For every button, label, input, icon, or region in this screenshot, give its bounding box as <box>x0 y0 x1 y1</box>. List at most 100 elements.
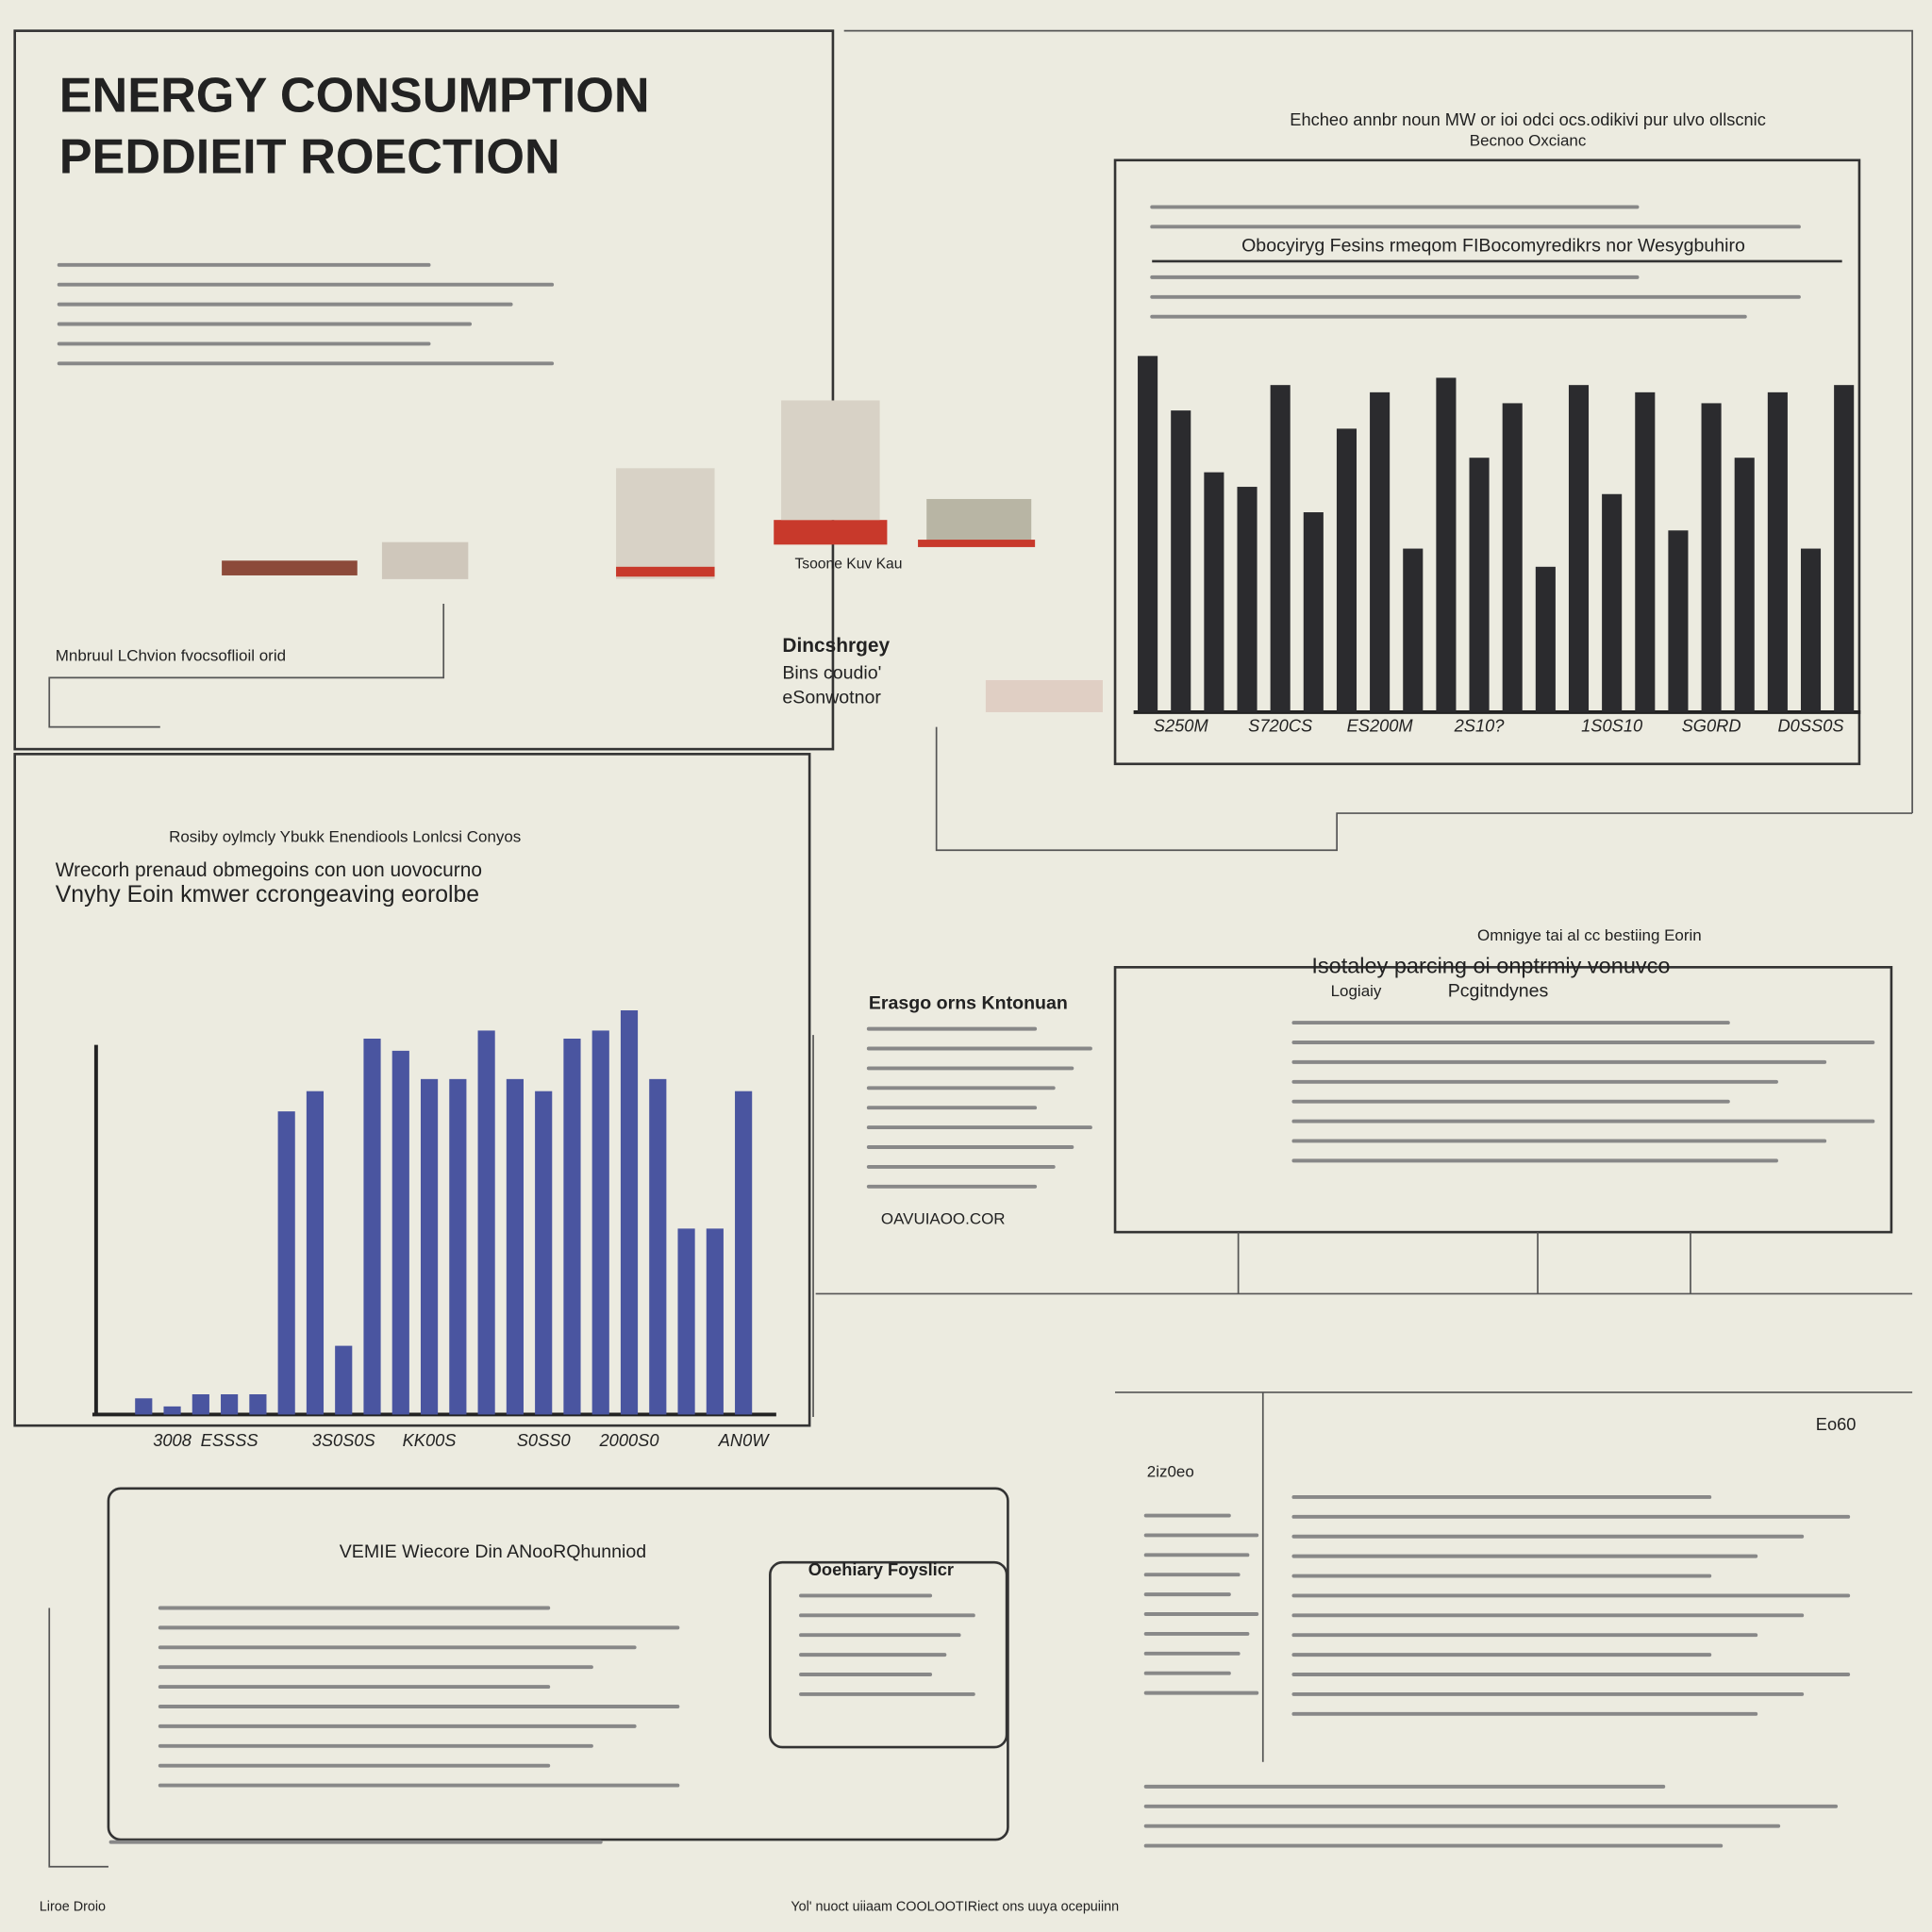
bar <box>1138 356 1158 712</box>
bar <box>1767 391 1788 712</box>
illustration <box>616 566 715 577</box>
x-tick-label: 1S0S10 <box>1581 715 1642 735</box>
bar <box>1800 548 1822 712</box>
x-tick-label: S720CS <box>1248 715 1312 735</box>
section-line: Vnyhy Eoin kmwer ccrongeaving eorolbe <box>56 882 479 908</box>
bar <box>1336 428 1357 712</box>
bar <box>477 1030 495 1415</box>
subheading: Pcgitndynes <box>1448 981 1549 1002</box>
bar <box>735 1091 753 1415</box>
label: Eo60 <box>1816 1414 1857 1434</box>
bar <box>1668 530 1689 712</box>
heading: eSonwotnor <box>782 688 881 708</box>
connector <box>48 29 1913 1868</box>
subheading: Becnoo Oxcianc <box>1470 132 1587 150</box>
x-tick-label: S0SS0 <box>517 1430 571 1450</box>
illustration <box>926 498 1032 542</box>
footer: Liroe Droio <box>40 1900 106 1915</box>
heading: Ooehiary Foyslicr <box>808 1559 954 1579</box>
illustration <box>774 520 888 545</box>
illustration <box>616 468 715 579</box>
illustration <box>985 679 1103 712</box>
x-tick-label: S250M <box>1154 715 1209 735</box>
subheading: Logiaiy <box>1331 982 1382 1000</box>
bar <box>277 1111 295 1415</box>
bar <box>449 1078 467 1415</box>
frame <box>1113 965 1893 1234</box>
bar <box>1502 403 1523 712</box>
x-tick-label: AN0W <box>718 1430 771 1450</box>
bar <box>620 1010 639 1415</box>
x-tick-label: D0SS0S <box>1777 715 1843 735</box>
caption: Tsoone Kuv Kau <box>794 556 902 572</box>
x-tick-label: KK00S <box>403 1430 457 1450</box>
bar <box>1568 385 1590 712</box>
kicker: Omnigye tai al cc bestiing Eorin <box>1477 926 1702 944</box>
bar <box>1602 493 1623 712</box>
frame <box>769 1560 1008 1749</box>
bar <box>677 1228 695 1415</box>
heading: Isotaley parcing oi onptrmiy vonuvco <box>1311 954 1670 978</box>
section-line: Wrecorh prenaud obmegoins con uon uovocu… <box>56 859 482 881</box>
heading: Erasgo orns Kntonuan <box>869 993 1068 1014</box>
text-placeholder <box>57 205 1875 1848</box>
bar <box>706 1228 724 1415</box>
x-tick-label: 2S10? <box>1454 715 1506 735</box>
x-tick-label: ESSSS <box>201 1430 258 1450</box>
bar <box>363 1039 381 1415</box>
frame <box>13 753 811 1427</box>
bar <box>1635 391 1656 712</box>
bar <box>1171 410 1191 712</box>
bar <box>535 1091 553 1415</box>
bar <box>649 1078 667 1415</box>
x-tick-label: 2000S0 <box>599 1430 659 1450</box>
bar <box>1734 458 1755 712</box>
bar <box>563 1039 581 1415</box>
bar <box>249 1394 267 1415</box>
x-tick-label: 3008 <box>153 1430 192 1450</box>
bar <box>1370 391 1391 712</box>
bar <box>135 1398 153 1415</box>
bar <box>506 1078 524 1415</box>
heading: VEMIE Wiecore Din ANooRQhunniod <box>340 1541 646 1562</box>
bar <box>391 1050 409 1415</box>
bar <box>1303 512 1324 712</box>
bar <box>1701 403 1722 712</box>
x-tick-label: ES200M <box>1347 715 1414 735</box>
footer-text: OAVUIAOO.COR <box>881 1210 1006 1228</box>
kicker: Rosiby oylmcly Ybukk Enendiools Lonlcsi … <box>169 828 521 846</box>
bar <box>221 1394 239 1415</box>
bar <box>591 1030 609 1415</box>
bar <box>163 1406 181 1415</box>
subtitle: PEDDIEIT ROECTION <box>59 130 560 185</box>
bar <box>1469 458 1490 712</box>
bar <box>1436 377 1457 712</box>
bar <box>192 1394 209 1415</box>
frame <box>13 29 835 751</box>
bar <box>1204 472 1224 712</box>
bar <box>1270 385 1291 712</box>
bar <box>420 1078 439 1415</box>
heading: Bins coudio' <box>782 663 881 684</box>
heading: Ehcheo annbr noun MW or ioi odci ocs.odi… <box>1290 109 1766 129</box>
heading: Dincshrgey <box>782 635 890 657</box>
frame <box>107 1487 1009 1841</box>
bar <box>1403 548 1424 712</box>
x-tick-label: SG0RD <box>1682 715 1741 735</box>
bar <box>306 1091 325 1415</box>
label: Mnbruul LChvion fvocsoflioil orid <box>56 647 286 665</box>
title: ENERGY CONSUMPTION <box>59 68 650 123</box>
bar <box>1237 487 1257 712</box>
illustration <box>222 560 358 575</box>
frame <box>1113 158 1861 766</box>
bar <box>335 1345 353 1415</box>
illustration <box>918 540 1036 547</box>
bar <box>1535 566 1556 712</box>
label: 2iz0eo <box>1147 1462 1194 1480</box>
band-text: Obocyiryg Fesins rmeqom FIBocomyredikrs … <box>1241 235 1745 256</box>
illustration <box>781 400 880 521</box>
bar <box>1834 385 1855 712</box>
x-tick-label: 3S0S0S <box>312 1430 375 1450</box>
footer: Yol' nuoct uiiaam COOLOOTIRiect ons uuya… <box>791 1900 1119 1915</box>
